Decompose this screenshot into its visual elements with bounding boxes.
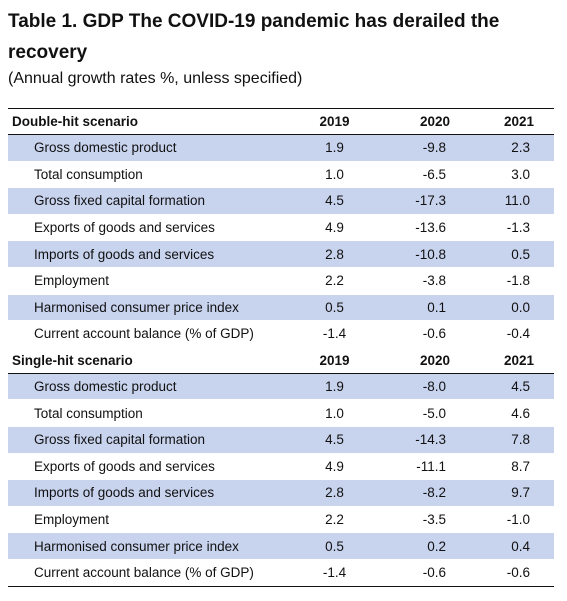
value-cell: 0.1 (378, 294, 470, 322)
row-label: Gross domestic product (8, 373, 291, 401)
table-row: Total consumption 1.0 -6.5 3.0 (8, 161, 554, 189)
value-cell: -6.5 (378, 161, 470, 189)
row-label: Imports of goods and services (8, 479, 291, 507)
value-cell: 3.0 (470, 161, 554, 189)
row-label: Gross fixed capital formation (8, 426, 291, 454)
table-row: Employment 2.2 -3.8 -1.8 (8, 267, 554, 295)
gdp-table: Double-hit scenario 2019 2020 2021 Gross dom… (8, 108, 554, 587)
value-cell: 0.0 (470, 294, 554, 322)
row-label: Exports of goods and services (8, 453, 291, 481)
value-cell: 9.7 (470, 479, 554, 507)
value-cell: -0.6 (470, 559, 554, 587)
value-cell: -10.8 (378, 240, 470, 268)
value-cell: 4.5 (470, 373, 554, 401)
value-cell: 7.8 (470, 426, 554, 454)
table-row: Imports of goods and services 2.8 -8.2 9.7 (8, 479, 554, 507)
table-title: Table 1. GDP The COVID-19 pandemic has d… (8, 11, 500, 63)
table-row: Gross fixed capital formation 4.5 -17.3 11.… (8, 187, 554, 215)
value-cell: 2.8 (291, 240, 378, 268)
value-cell: -1.4 (291, 559, 378, 587)
table-row: Current account balance (% of GDP) -1.4 -0… (8, 559, 554, 587)
table-row: Exports of goods and services 4.9 -13.6 -1.… (8, 214, 554, 242)
value-cell: -11.1 (378, 453, 470, 481)
value-cell: 4.5 (291, 187, 378, 215)
value-cell: -14.3 (378, 426, 470, 454)
row-label: Harmonised consumer price index (8, 532, 291, 560)
value-cell: -17.3 (378, 187, 470, 215)
table-row: Employment 2.2 -3.5 -1.0 (8, 506, 554, 534)
value-cell: 1.0 (291, 399, 378, 427)
value-cell: -0.6 (378, 559, 470, 587)
value-cell: -0.4 (470, 320, 554, 348)
value-cell: -13.6 (378, 214, 470, 242)
row-label: Current account balance (% of GDP) (8, 559, 291, 587)
table-row: Current account balance (% of GDP) -1.4 -0… (8, 320, 554, 348)
value-cell: 0.2 (378, 532, 470, 560)
value-cell: 0.4 (470, 532, 554, 560)
table-row: Exports of goods and services 4.9 -11.1 8.7 (8, 453, 554, 481)
section-title: Double-hit scenario (8, 108, 291, 135)
row-label: Current account balance (% of GDP) (8, 320, 291, 348)
value-cell: 11.0 (470, 187, 554, 215)
row-label: Employment (8, 506, 291, 534)
table-row: Imports of goods and services 2.8 -10.8 0.5 (8, 240, 554, 268)
value-cell: 8.7 (470, 453, 554, 481)
value-cell: 2.3 (470, 134, 554, 162)
section-header: Single-hit scenario 2019 2020 2021 (8, 346, 554, 374)
year-header: 2020 (378, 108, 470, 135)
value-cell: 2.8 (291, 479, 378, 507)
table-subtitle: (Annual growth rates %, unless specified… (8, 70, 303, 87)
row-label: Gross fixed capital formation (8, 187, 291, 215)
value-cell: 1.9 (291, 373, 378, 401)
value-cell: -9.8 (378, 134, 470, 162)
value-cell: 1.9 (291, 134, 378, 162)
value-cell: 4.9 (291, 214, 378, 242)
value-cell: -8.2 (378, 479, 470, 507)
row-label: Imports of goods and services (8, 240, 291, 268)
value-cell: 2.2 (291, 267, 378, 295)
row-label: Total consumption (8, 399, 291, 427)
value-cell: 1.0 (291, 161, 378, 189)
year-header: 2019 (291, 108, 378, 135)
value-cell: 4.9 (291, 453, 378, 481)
year-header: 2021 (470, 108, 554, 135)
value-cell: 4.6 (470, 399, 554, 427)
value-cell: 2.2 (291, 506, 378, 534)
year-header: 2021 (470, 346, 554, 374)
year-header: 2019 (291, 346, 378, 374)
row-label: Harmonised consumer price index (8, 294, 291, 322)
year-header: 2020 (378, 346, 470, 374)
value-cell: -1.4 (291, 320, 378, 348)
section-header: Double-hit scenario 2019 2020 2021 (8, 108, 554, 135)
table-row: Gross domestic product 1.9 -9.8 2.3 (8, 134, 554, 162)
value-cell: -5.0 (378, 399, 470, 427)
value-cell: -3.5 (378, 506, 470, 534)
value-cell: -0.6 (378, 320, 470, 348)
value-cell: -1.3 (470, 214, 554, 242)
value-cell: 0.5 (291, 294, 378, 322)
value-cell: -1.0 (470, 506, 554, 534)
table-row: Gross fixed capital formation 4.5 -14.3 7.8 (8, 426, 554, 454)
table-row: Gross domestic product 1.9 -8.0 4.5 (8, 373, 554, 401)
row-label: Employment (8, 267, 291, 295)
value-cell: 0.5 (291, 532, 378, 560)
value-cell: -8.0 (378, 373, 470, 401)
value-cell: -3.8 (378, 267, 470, 295)
value-cell: 4.5 (291, 426, 378, 454)
table-row: Harmonised consumer price index 0.5 0.2 0.4 (8, 532, 554, 560)
table-row: Harmonised consumer price index 0.5 0.1 0.0 (8, 294, 554, 322)
row-label: Exports of goods and services (8, 214, 291, 242)
section-title: Single-hit scenario (8, 346, 291, 374)
row-label: Gross domestic product (8, 134, 291, 162)
value-cell: -1.8 (470, 267, 554, 295)
table-row: Total consumption 1.0 -5.0 4.6 (8, 399, 554, 427)
value-cell: 0.5 (470, 240, 554, 268)
row-label: Total consumption (8, 161, 291, 189)
